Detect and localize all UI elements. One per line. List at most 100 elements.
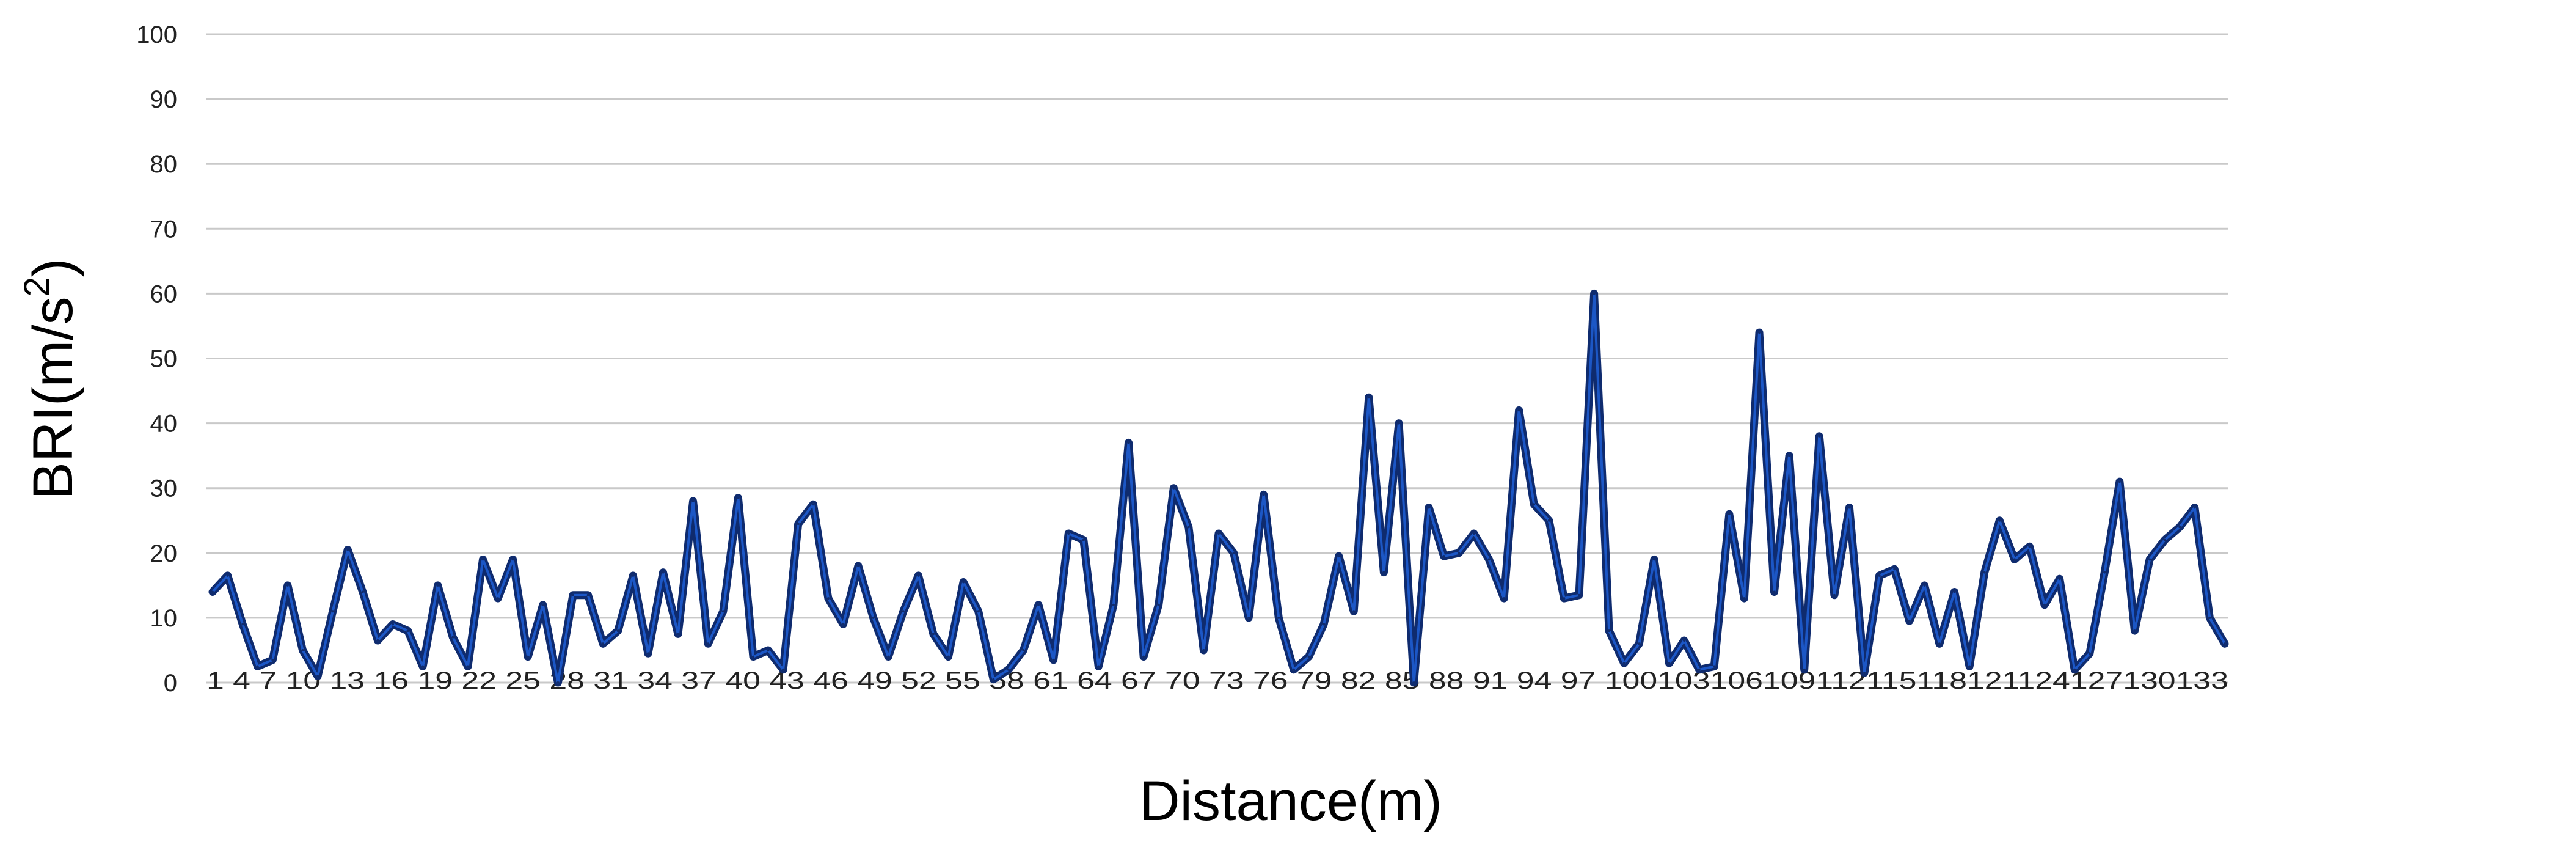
y-tick-label: 10: [150, 605, 178, 632]
data-point: [361, 590, 364, 593]
data-point: [1863, 672, 1866, 675]
data-point: [1893, 568, 1896, 571]
data-point: [1337, 555, 1340, 558]
data-point: [677, 632, 679, 636]
y-tick-label: 70: [150, 216, 178, 243]
data-point: [1638, 642, 1641, 645]
data-point: [527, 655, 530, 658]
data-point: [2073, 668, 2076, 671]
data-point: [1172, 486, 1175, 490]
data-point: [1082, 538, 1085, 541]
data-point: [392, 623, 394, 626]
y-axis-title: BRI(m/s2): [17, 258, 84, 499]
data-point: [2133, 629, 2136, 632]
data-point: [2103, 571, 2106, 574]
data-point: [1683, 639, 1685, 642]
data-point: [1998, 519, 2001, 522]
data-point: [1202, 649, 1205, 651]
data-point: [1968, 665, 1971, 668]
data-point: [887, 655, 890, 658]
data-point: [947, 655, 950, 658]
data-point: [2088, 652, 2091, 655]
y-tick-label: 50: [150, 346, 178, 373]
data-point: [211, 590, 214, 593]
data-point: [331, 610, 334, 613]
data-point: [1652, 558, 1655, 561]
data-point: [497, 597, 500, 600]
data-point: [1533, 503, 1536, 506]
data-point: [572, 593, 574, 596]
data-point: [1713, 665, 1716, 668]
data-point: [1277, 616, 1280, 619]
data-point: [902, 610, 905, 613]
data-point: [872, 616, 875, 619]
data-point: [1728, 513, 1731, 516]
data-point: [1848, 506, 1851, 509]
data-point: [1323, 623, 1326, 626]
y-tick-label: 40: [150, 411, 178, 438]
y-tick-label: 100: [136, 21, 177, 48]
data-point: [586, 593, 589, 596]
data-point: [316, 675, 319, 678]
data-point: [1412, 681, 1415, 684]
data-point: [1833, 593, 1836, 596]
data-point: [376, 639, 379, 642]
data-point: [541, 603, 544, 606]
data-point: [737, 496, 740, 499]
data-point: [1773, 590, 1776, 593]
data-point: [2043, 603, 2046, 606]
data-point: [2224, 642, 2226, 645]
data-point: [1472, 532, 1475, 535]
data-point: [406, 629, 409, 632]
data-point: [826, 597, 830, 600]
data-point: [646, 652, 649, 655]
data-point: [1187, 526, 1190, 529]
data-point: [1398, 422, 1400, 425]
data-point: [1367, 396, 1370, 399]
data-point: [1037, 603, 1040, 606]
data-point: [992, 678, 995, 681]
y-tick-label: 30: [150, 475, 178, 502]
data-point: [2013, 558, 2016, 561]
y-tick-label: 80: [150, 151, 178, 178]
data-point: [1232, 551, 1235, 554]
data-point: [1593, 292, 1596, 295]
data-point: [616, 629, 619, 632]
data-point: [1908, 620, 1911, 623]
data-point: [256, 665, 259, 668]
data-point: [2178, 526, 2181, 529]
data-point: [1458, 551, 1461, 554]
data-point: [977, 610, 980, 613]
data-point: [1517, 409, 1520, 412]
data-point: [466, 665, 469, 668]
data-point: [1292, 668, 1295, 671]
data-point: [1503, 597, 1506, 600]
y-axis-title-main: BRI(m/s: [22, 296, 84, 499]
data-point: [286, 584, 289, 587]
data-point: [511, 558, 514, 561]
data-point: [1487, 558, 1491, 561]
data-point: [1142, 655, 1145, 658]
series-layer: [208, 289, 2229, 687]
data-point: [1668, 662, 1671, 665]
data-point: [2163, 538, 2166, 541]
data-point: [241, 623, 244, 626]
y-axis-tick-labels: 0 10 20 30 40 50 60 70 80 90 100: [136, 21, 177, 697]
data-point: [2148, 558, 2151, 561]
data-point: [2028, 545, 2031, 548]
data-point: [556, 681, 560, 684]
data-point: [301, 649, 304, 651]
data-point: [1878, 574, 1881, 577]
data-point: [1563, 597, 1566, 600]
data-point: [1247, 616, 1250, 619]
y-axis-title-close: ): [22, 258, 84, 277]
data-point: [962, 581, 965, 584]
data-point: [1698, 668, 1701, 671]
data-point: [1112, 603, 1115, 606]
data-point: [346, 548, 349, 551]
data-point: [1307, 655, 1310, 658]
data-point: [2118, 480, 2121, 483]
data-point: [1938, 642, 1941, 645]
data-point: [812, 503, 815, 506]
